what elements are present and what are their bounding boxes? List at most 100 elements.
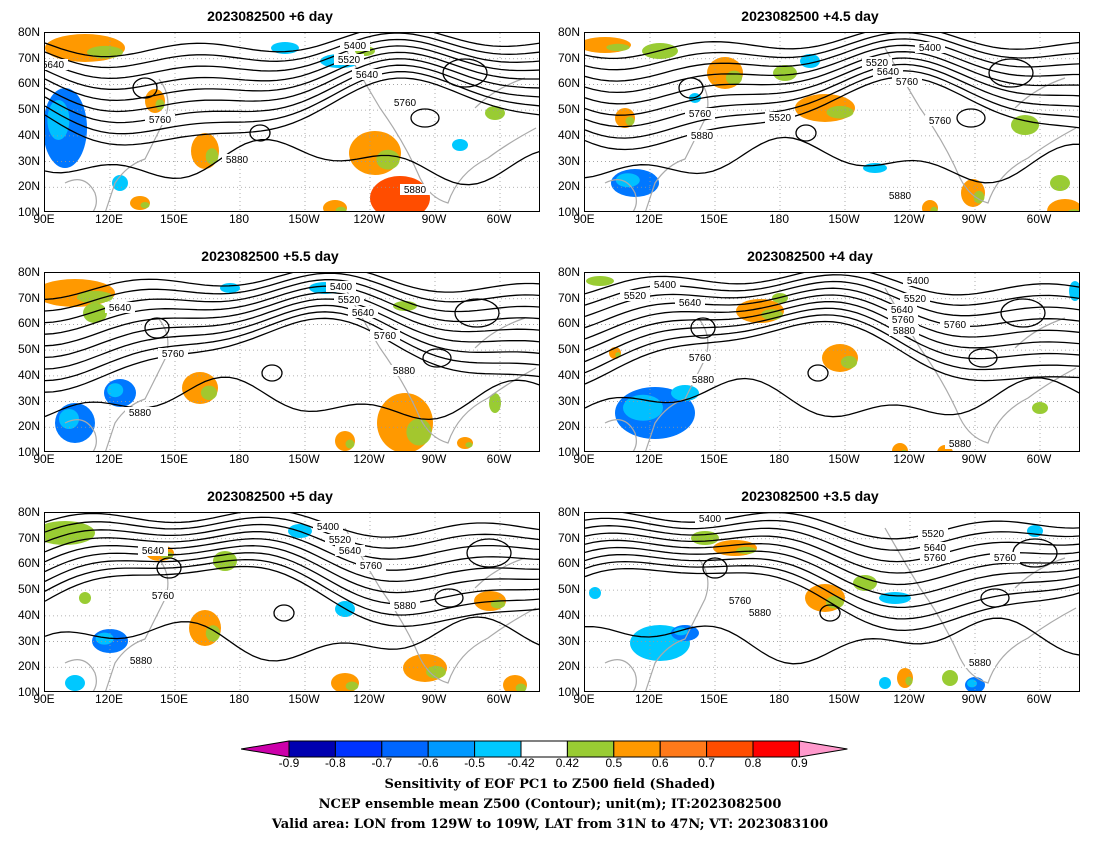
- contour-label: 5400: [344, 41, 367, 52]
- lat-label: 70N: [17, 530, 40, 545]
- z500-contour: [45, 291, 539, 347]
- sensitivity-shading: [892, 443, 908, 451]
- sensitivity-shading: [879, 677, 891, 689]
- sensitivity-shading: [205, 148, 219, 165]
- sensitivity-shading: [1067, 209, 1079, 211]
- sensitivity-shading: [930, 206, 938, 211]
- z500-contour: [45, 38, 539, 80]
- contour-label: 5880: [692, 375, 715, 386]
- contour-label: 5880: [130, 656, 153, 667]
- map-plot: 5400 5520 5640 5760 5880 5760 5880 5640: [44, 272, 540, 452]
- contour-label: 5400: [330, 282, 353, 293]
- contour-label: 5880: [969, 658, 992, 669]
- sensitivity-shading: [589, 587, 601, 599]
- contour-label: 5520: [338, 55, 361, 66]
- contour-label: 5880: [749, 608, 772, 619]
- lon-label: 90W: [961, 692, 987, 706]
- contour-label: 5640: [679, 298, 702, 309]
- colorbar-segment: [752, 740, 800, 758]
- sensitivity-shading: [1011, 115, 1039, 135]
- z500-contour: [585, 33, 1079, 60]
- coastline: [884, 527, 1077, 684]
- z500-contour: [585, 287, 1079, 329]
- z500-closed-contour: [795, 124, 817, 142]
- contour-label: 5640: [924, 543, 947, 554]
- colorbar-tick-label: -0.9: [278, 756, 300, 770]
- contour-label: 5880: [893, 326, 916, 337]
- z500-closed-contour: [434, 588, 464, 608]
- lon-label: 180: [228, 692, 250, 706]
- sensitivity-shading: [942, 670, 958, 686]
- lat-label: 60N: [17, 316, 40, 331]
- lon-label: 90E: [573, 212, 595, 226]
- lon-label: 150E: [699, 692, 729, 706]
- panel-title: 2023082500 +4 day: [747, 248, 873, 264]
- z500-closed-contour: [968, 348, 998, 368]
- colorbar-tick-label: 0.5: [605, 756, 623, 770]
- contour-label: 5640: [877, 67, 900, 78]
- colorbar: [241, 740, 861, 758]
- sensitivity-shading: [1050, 175, 1070, 191]
- sensitivity-shading: [773, 65, 797, 81]
- lon-label: 180: [768, 212, 790, 226]
- lat-label: 80N: [17, 505, 40, 519]
- sensitivity-shading: [586, 276, 614, 286]
- caption-line-3: Valid area: LON from 129W to 109W, LAT f…: [271, 817, 829, 832]
- lon-label: 60W: [1026, 692, 1052, 706]
- sensitivity-shading: [112, 175, 128, 191]
- contour-label-bg: [340, 40, 370, 51]
- contour-label: 5400: [907, 276, 930, 287]
- contour-label-bg: [356, 560, 386, 571]
- sensitivity-shading: [345, 439, 355, 449]
- z500-closed-contour: [261, 364, 283, 382]
- lat-label: 50N: [557, 582, 580, 597]
- z500-contour: [585, 38, 1079, 82]
- contour-label: 5880: [404, 185, 427, 196]
- sensitivity-shading: [65, 675, 85, 691]
- colorbar-tick-label: -0.7: [371, 756, 393, 770]
- lon-label: 150E: [159, 212, 189, 226]
- z500-contour: [585, 307, 1079, 363]
- contour-label: 5640: [109, 303, 132, 314]
- lon-label: 90W: [421, 452, 447, 466]
- lon-label: 90E: [33, 212, 55, 226]
- z500-contour: [45, 273, 539, 301]
- contour-label: 5520: [866, 58, 889, 69]
- z500-contour: [585, 70, 1079, 139]
- contour-label: 5640: [356, 70, 379, 81]
- z500-contour: [45, 558, 539, 616]
- lat-label: 10N: [17, 205, 40, 219]
- colorbar-right-triangle: [798, 740, 848, 758]
- coastline: [64, 318, 169, 451]
- z500-closed-contour: [273, 604, 295, 622]
- contour-label: 5640: [45, 60, 65, 71]
- colorbar-segment: [706, 740, 754, 758]
- lon-label: 90E: [573, 452, 595, 466]
- colorbar-tick-label: 0.7: [698, 756, 715, 770]
- contour-label-bg: [903, 275, 933, 286]
- contour-label: 5400: [919, 43, 942, 54]
- lat-label: 40N: [557, 607, 580, 622]
- lon-label: 90W: [421, 212, 447, 226]
- lat-label: 30N: [17, 633, 40, 648]
- lat-label: 60N: [557, 76, 580, 91]
- colorbar-segment: [288, 740, 336, 758]
- lat-label: 80N: [17, 25, 40, 39]
- map-plot: 540055205640576058805640576058805880: [44, 512, 540, 692]
- map-plot: 5400 5520 5640 5760 5760 5760 5880 5880: [584, 512, 1080, 692]
- lat-label: 20N: [557, 659, 580, 674]
- z500-contour: [45, 71, 539, 135]
- contour-label: 5880: [129, 408, 152, 419]
- lon-label: 120W: [893, 452, 925, 466]
- map-panel-3-5day: 2023082500 +3.5 day 5400 5520 5640 5760 5760…: [540, 486, 1080, 724]
- z500-contour: [585, 617, 1079, 665]
- sensitivity-shading: [465, 442, 473, 448]
- lat-label: 30N: [557, 393, 580, 408]
- coastline: [344, 527, 537, 684]
- lon-label: 150E: [699, 452, 729, 466]
- contour-label: 5880: [226, 155, 249, 166]
- contour-label: 5640: [142, 546, 165, 557]
- lon-label: 150W: [288, 212, 320, 226]
- contour-label-bg: [390, 600, 420, 611]
- lat-label: 70N: [17, 50, 40, 65]
